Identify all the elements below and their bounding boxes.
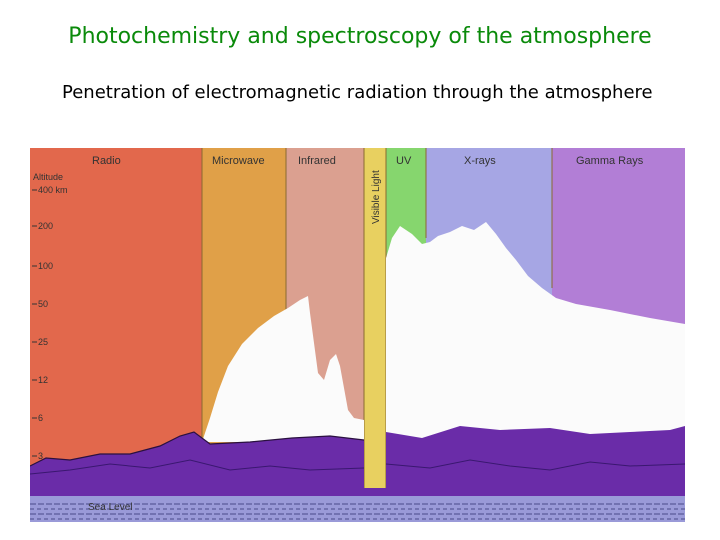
altitude-tick: 12 [38,375,48,385]
band-label-visible: Visible Light [371,170,382,224]
altitude-tick: 25 [38,337,48,347]
band-label-radio: Radio [92,155,121,167]
altitude-tick-marks [32,189,37,457]
band-label-xrays: X-rays [464,155,496,167]
band-label-infrared: Infrared [298,155,336,167]
diagram-svg: Radio Microwave Infrared Visible Light U… [30,148,685,522]
altitude-tick: 100 [38,261,53,271]
altitude-tick: 6 [38,413,43,423]
altitude-tick: 3 [38,451,43,461]
altitude-tick: 200 [38,221,53,231]
slide-subtitle: Penetration of electromagnetic radiation… [62,82,653,103]
band-label-uv: UV [396,155,412,167]
altitude-axis-title: Altitude [33,172,63,182]
visible-band [364,148,386,522]
visible-uv-penetration [386,222,685,442]
sea-level-band [30,496,685,522]
sea-level-label: Sea Level [88,502,132,513]
altitude-tick: 50 [38,299,48,309]
band-label-microwave: Microwave [212,155,265,167]
slide-title: Photochemistry and spectroscopy of the a… [68,24,652,49]
atmosphere-penetration-diagram: Radio Microwave Infrared Visible Light U… [30,148,685,522]
microwave-infrared-penetration [202,296,364,442]
altitude-tick: 400 km [38,185,68,195]
lower-atmosphere [30,426,685,496]
band-label-gamma: Gamma Rays [576,155,644,167]
terrain-ridge-line [30,459,685,475]
sea-waves [30,503,685,520]
altitude-ticks: 400 km 200 100 50 25 12 6 3 [38,185,68,461]
ground-profile-line [30,431,365,467]
